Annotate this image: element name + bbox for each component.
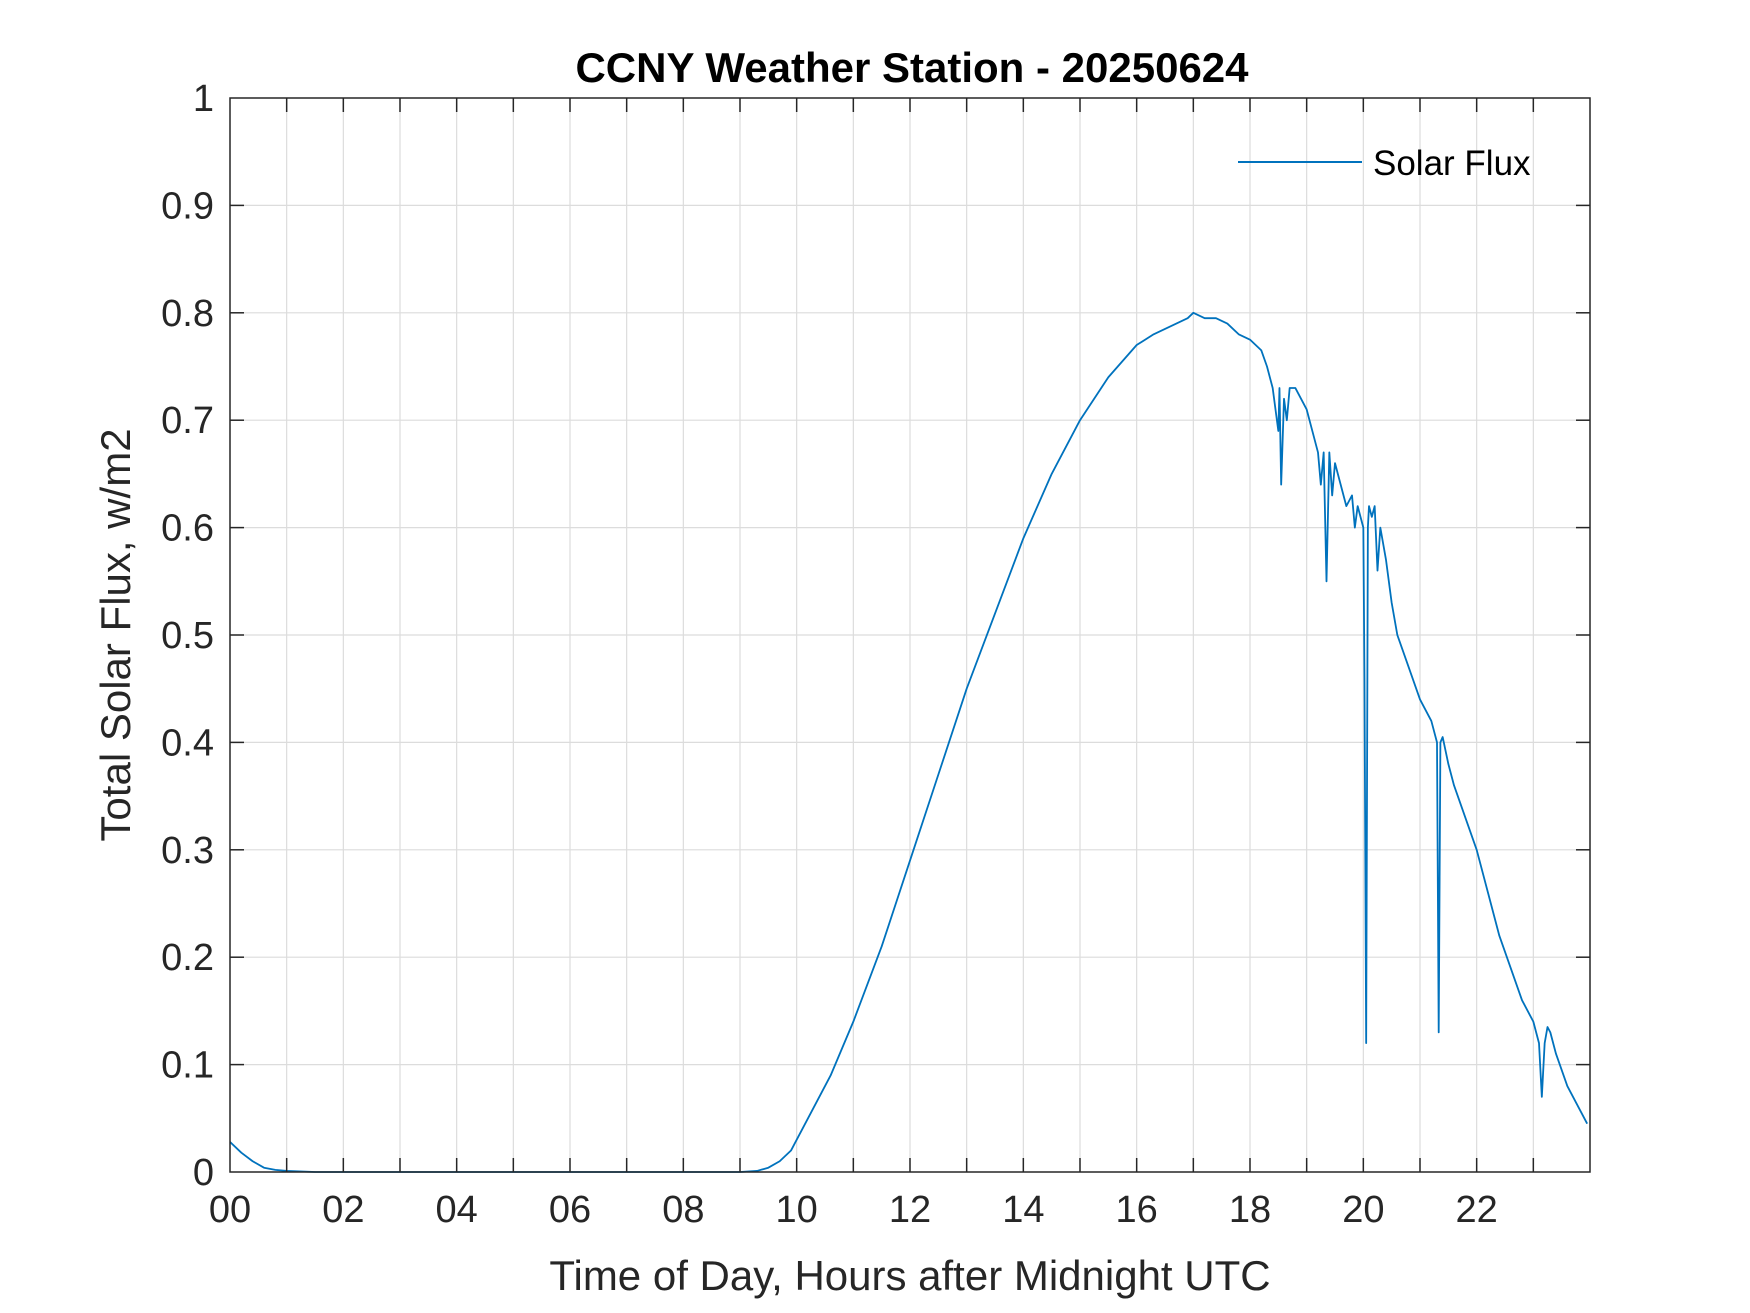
x-tick-label: 16 [1116, 1189, 1158, 1231]
y-tick-label: 0.1 [161, 1045, 214, 1087]
series-layer [229, 311, 1588, 1173]
y-tick-label: 0.9 [161, 185, 214, 227]
legend: Solar Flux [1238, 144, 1531, 183]
x-tick-label: 22 [1456, 1189, 1498, 1231]
x-tick-label: 04 [436, 1189, 478, 1231]
y-tick-label: 0.5 [161, 615, 214, 657]
y-tick-label: 0.6 [161, 508, 214, 550]
legend-label-solar-flux: Solar Flux [1373, 144, 1531, 183]
x-tick-label: 20 [1342, 1189, 1384, 1231]
grid-lines [230, 98, 1590, 1172]
x-tick-label: 00 [209, 1189, 251, 1231]
y-tick-label: 1 [193, 78, 214, 120]
x-tick-label: 02 [322, 1189, 364, 1231]
y-axis-label: Total Solar Flux, w/m2 [92, 428, 139, 841]
x-tick-label: 06 [549, 1189, 591, 1231]
y-tick-label: 0 [193, 1152, 214, 1194]
y-tick-label: 0.2 [161, 937, 214, 979]
series-line-solar-flux [229, 311, 1588, 1173]
y-tick-label: 0.3 [161, 830, 214, 872]
x-tick-label: 14 [1002, 1189, 1044, 1231]
x-tick-label: 12 [889, 1189, 931, 1231]
y-tick-labels: 0 0.1 0.2 0.3 0.4 0.5 0.6 0.7 0.8 0.9 1 [161, 78, 214, 1194]
y-tick-label: 0.7 [161, 400, 214, 442]
x-axis-label: Time of Day, Hours after Midnight UTC [549, 1252, 1270, 1299]
plot-area [229, 97, 1591, 1173]
y-tick-label: 0.8 [161, 293, 214, 335]
x-tick-label: 10 [776, 1189, 818, 1231]
chart-title: CCNY Weather Station - 20250624 [575, 44, 1249, 91]
tick-marks [230, 98, 1590, 1172]
x-tick-label: 08 [662, 1189, 704, 1231]
y-tick-label: 0.4 [161, 722, 214, 764]
x-tick-labels: 00 02 04 06 08 10 12 14 16 18 20 22 [209, 1189, 1498, 1231]
x-tick-label: 18 [1229, 1189, 1271, 1231]
